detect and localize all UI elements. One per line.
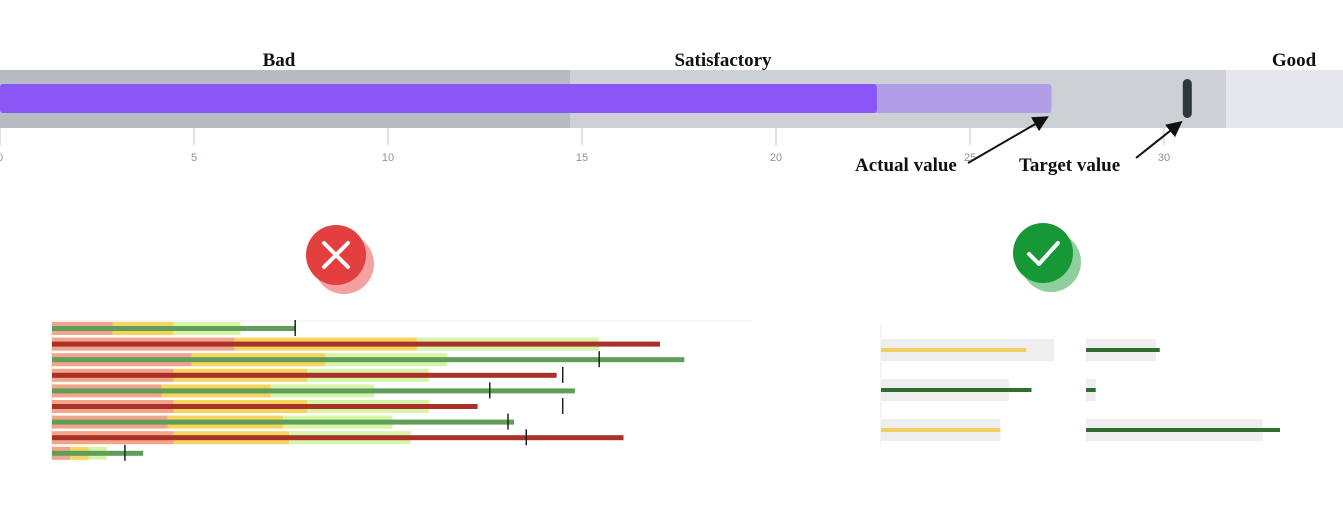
measure-bar (52, 450, 144, 456)
bad-bullet-chart (51, 320, 752, 461)
measure-bar (1086, 428, 1280, 432)
top-bullet-chart: BadSatisfactoryGood051015202530Actual va… (0, 50, 1343, 176)
bad-verdict-icon (306, 225, 374, 294)
measure-bar (1086, 348, 1160, 352)
measure-bar (52, 372, 557, 378)
measure-bar (52, 357, 685, 363)
axis-tick-label: 30 (1158, 152, 1170, 164)
measure-bar (1086, 388, 1096, 392)
band-good (1226, 70, 1343, 128)
measure-bar (52, 419, 515, 425)
band-label-good: Good (1272, 50, 1317, 71)
measure-bar (52, 388, 575, 394)
measure-bar (52, 435, 624, 441)
axis-tick-label: 0 (0, 152, 3, 164)
axis-tick-label: 20 (770, 152, 782, 164)
check-glyph (1027, 241, 1060, 266)
axis-tick-label: 5 (191, 152, 197, 164)
measure-bar (52, 341, 660, 347)
good-verdict-icon (1013, 223, 1081, 292)
axis-tick-label: 10 (382, 152, 394, 164)
target-value-annotation: Target value (1019, 155, 1120, 176)
measure-bar (881, 348, 1027, 352)
actual-bar (0, 84, 877, 113)
target-value-arrow (1135, 121, 1183, 159)
band-label-satisfactory: Satisfactory (674, 50, 772, 71)
axis-tick-label: 15 (576, 152, 588, 164)
actual-value-arrow (967, 116, 1049, 164)
measure-bar (52, 326, 296, 331)
band-label-bad: Bad (263, 50, 296, 71)
target-marker (1182, 79, 1192, 118)
good-bullet-chart (880, 323, 1280, 447)
measure-bar (881, 428, 1001, 432)
measure-bar (881, 388, 1032, 392)
check-icon (1013, 223, 1073, 283)
measure-bar (52, 404, 478, 409)
actual-value-annotation: Actual value (855, 155, 957, 176)
cross-glyph (322, 241, 350, 269)
